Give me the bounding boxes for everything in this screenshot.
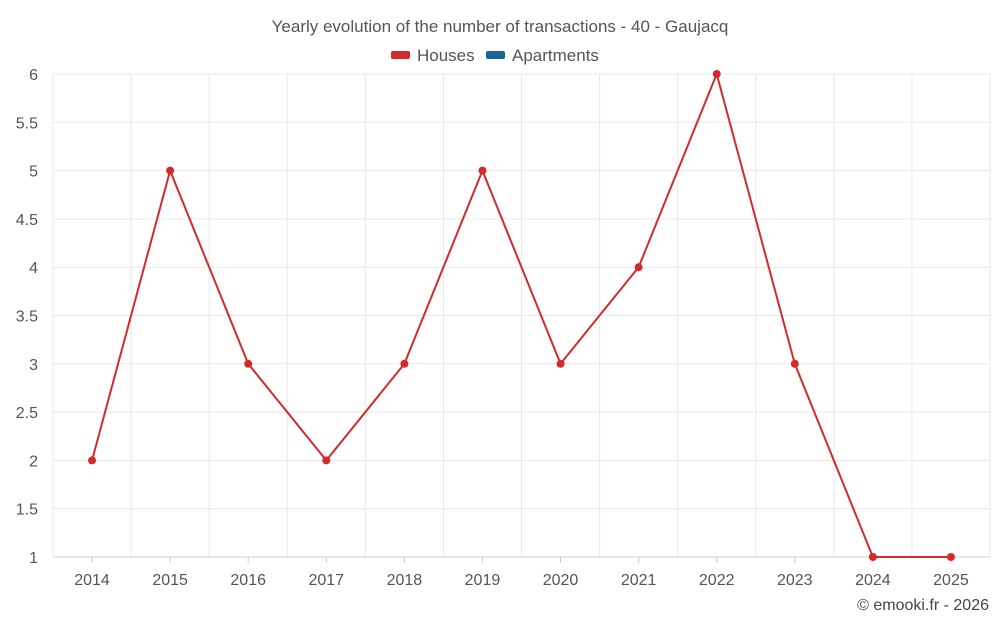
x-tick-label: 2014 (74, 572, 110, 589)
y-tick-label: 1.5 (16, 502, 38, 519)
data-point-houses[interactable] (790, 359, 799, 368)
data-point-houses[interactable] (556, 359, 565, 368)
data-point-houses[interactable] (322, 456, 331, 465)
series-line-houses (91, 73, 951, 558)
legend-swatch-houses (391, 51, 410, 59)
y-axis-ticks: 1 1.5 2 2.5 3 3.5 4 4.5 5 5.5 6 (16, 67, 38, 567)
legend-swatch-apartments (486, 51, 505, 59)
data-point-houses[interactable] (400, 359, 409, 368)
x-tick-label: 2020 (543, 572, 579, 589)
y-tick-label: 5.5 (16, 115, 38, 132)
chart-title: Yearly evolution of the number of transa… (272, 17, 729, 36)
data-point-houses[interactable] (244, 359, 253, 368)
data-point-houses[interactable] (868, 553, 877, 561)
x-tick-label: 2015 (152, 572, 188, 589)
x-tick-label: 2023 (777, 572, 813, 589)
y-tick-label: 5 (29, 164, 38, 181)
x-axis-ticks: 2014 2015 2016 2017 2018 2019 2020 2021 2022 2023… (74, 557, 969, 589)
y-tick-label: 3 (29, 357, 38, 374)
data-point-houses[interactable] (478, 166, 487, 175)
y-tick-label: 2 (29, 453, 38, 470)
y-tick-label: 4 (29, 260, 38, 277)
y-tick-label: 2.5 (16, 405, 38, 422)
y-tick-label: 6 (29, 67, 38, 84)
x-tick-label: 2021 (621, 572, 657, 589)
x-tick-label: 2025 (933, 572, 969, 589)
x-tick-label: 2019 (465, 572, 501, 589)
credit-text: © emooki.fr - 2026 (857, 597, 989, 614)
x-tick-label: 2022 (699, 572, 735, 589)
data-point-houses[interactable] (712, 70, 721, 78)
y-tick-label: 1 (29, 550, 38, 567)
series-layer (88, 70, 955, 561)
y-tick-label: 4.5 (16, 212, 38, 229)
data-point-houses[interactable] (166, 166, 175, 175)
x-tick-label: 2024 (855, 572, 891, 589)
y-tick-label: 3.5 (16, 309, 38, 326)
data-point-houses[interactable] (946, 553, 955, 561)
x-tick-label: 2018 (387, 572, 423, 589)
data-point-houses[interactable] (634, 263, 643, 272)
legend-label-apartments[interactable]: Apartments (512, 46, 599, 65)
x-tick-label: 2016 (230, 572, 266, 589)
legend-label-houses[interactable]: Houses (417, 46, 475, 65)
legend: Houses Apartments (391, 46, 599, 65)
data-point-houses[interactable] (88, 456, 97, 465)
x-tick-label: 2017 (308, 572, 344, 589)
